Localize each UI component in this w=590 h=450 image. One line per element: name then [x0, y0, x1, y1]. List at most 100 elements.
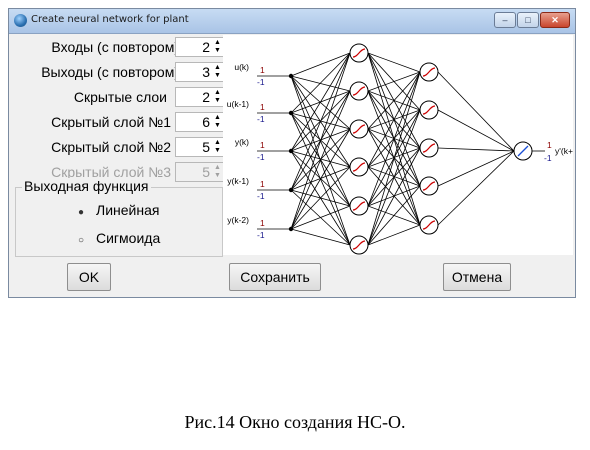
- output-range-upper-label: 1: [547, 140, 552, 150]
- sigmoid-function-icon: [422, 67, 436, 77]
- hidden-layer-2-value[interactable]: 5: [202, 139, 210, 155]
- output-function-group: Выходная функция ● Линейная ○ Сигмоида: [15, 178, 223, 257]
- output-function-title: Выходная функция: [22, 178, 151, 194]
- sigmoid-function-icon: [352, 162, 366, 172]
- spin-arrows-icon[interactable]: ▲ ▼: [214, 114, 221, 129]
- spin-arrows-icon[interactable]: ▲ ▼: [214, 64, 221, 79]
- connection-line: [367, 71, 421, 207]
- outputs-label: Выходы (с повтором): [41, 64, 179, 80]
- spin-arrows-icon[interactable]: ▲ ▼: [214, 89, 221, 104]
- hidden-layer-1-row: Скрытый слой №1: [13, 112, 171, 132]
- radio-linear-label[interactable]: Линейная: [96, 202, 160, 218]
- connection-line: [367, 71, 421, 130]
- radio-linear[interactable]: ● Линейная: [78, 202, 159, 218]
- radio-selected-icon[interactable]: ●: [78, 207, 85, 218]
- figure-caption: Рис.14 Окно создания НС-О.: [184, 412, 406, 432]
- connection-line: [290, 90, 351, 230]
- title-bar[interactable]: Create neural network for plant – □ ✕: [9, 9, 575, 34]
- connection-line: [290, 52, 351, 230]
- connection-line: [367, 71, 421, 246]
- input-label: y(k): [235, 137, 249, 147]
- sigmoid-function-icon: [422, 220, 436, 230]
- range-upper-label: 1: [260, 65, 265, 75]
- input-node: [288, 226, 294, 232]
- window-title: Create neural network for plant: [31, 14, 189, 25]
- hidden-layer-3-row: Скрытый слой №3: [13, 162, 171, 182]
- hidden-layer-3-spinbox: 5 ▲ ▼: [175, 162, 225, 182]
- range-lower-label: -1: [257, 77, 265, 87]
- cancel-button[interactable]: Отмена: [443, 263, 511, 291]
- close-button[interactable]: ✕: [540, 12, 570, 28]
- sigmoid-function-icon: [422, 181, 436, 191]
- outputs-value[interactable]: 3: [202, 64, 210, 80]
- input-label: y(k-1): [227, 176, 249, 186]
- connection-line: [367, 109, 421, 246]
- connection-line: [367, 71, 421, 92]
- input-node: [288, 187, 294, 193]
- connection-line: [290, 205, 351, 230]
- range-upper-label: 1: [260, 218, 265, 228]
- radio-unselected-icon[interactable]: ○: [78, 235, 85, 246]
- hidden-layers-value[interactable]: 2: [202, 89, 210, 105]
- hidden-layers-spinbox[interactable]: 2 ▲ ▼: [175, 87, 225, 107]
- network-diagram: u(k) 1 -1 u(k-1) 1 -1 y(k) 1 -1 y(k-1) 1 -1 y(k-2) 1 -…: [227, 43, 581, 255]
- connection-line: [290, 52, 351, 152]
- save-button[interactable]: Сохранить: [229, 263, 321, 291]
- range-lower-label: -1: [257, 230, 265, 240]
- inputs-value[interactable]: 2: [202, 39, 210, 55]
- connection-line: [367, 185, 421, 246]
- connection-line: [437, 147, 515, 152]
- sigmoid-function-icon: [352, 240, 366, 250]
- network-diagram-panel: u(k) 1 -1 u(k-1) 1 -1 y(k) 1 -1 y(k-1) 1 -1 y(k-2) 1 -…: [223, 35, 581, 255]
- range-upper-label: 1: [260, 179, 265, 189]
- hidden-layer-3-value: 5: [202, 164, 210, 180]
- hidden-layer-2-label: Скрытый слой №2: [51, 139, 171, 155]
- range-lower-label: -1: [257, 114, 265, 124]
- input-node: [288, 110, 294, 116]
- hidden-layer-1-value[interactable]: 6: [202, 114, 210, 130]
- hidden-layer-1-label: Скрытый слой №1: [51, 114, 171, 130]
- connection-line: [290, 128, 351, 230]
- spin-arrows-icon[interactable]: ▲ ▼: [214, 139, 221, 154]
- connection-line: [367, 224, 421, 246]
- maximize-button[interactable]: □: [517, 12, 539, 28]
- range-upper-label: 1: [260, 102, 265, 112]
- radio-sigmoid[interactable]: ○ Сигмоида: [78, 230, 160, 246]
- sigmoid-function-icon: [422, 105, 436, 115]
- range-lower-label: -1: [257, 191, 265, 201]
- connection-line: [290, 166, 351, 230]
- output-label: y'(k+1): [555, 146, 573, 156]
- outputs-row: Выходы (с повтором): [13, 62, 179, 82]
- inputs-spinbox[interactable]: 2 ▲ ▼: [175, 37, 225, 57]
- input-label: u(k-1): [227, 99, 249, 109]
- inputs-row: Входы (с повтором): [13, 37, 179, 57]
- sigmoid-function-icon: [422, 143, 436, 153]
- connection-line: [290, 52, 351, 191]
- radio-sigmoid-label[interactable]: Сигмоида: [96, 230, 161, 246]
- connections-group: [290, 52, 515, 246]
- connection-line: [367, 147, 421, 246]
- input-label: u(k): [234, 62, 249, 72]
- hidden-layers-label: Скрытые слои: [73, 89, 167, 105]
- connection-line: [367, 71, 421, 168]
- hidden-layer-1-spinbox[interactable]: 6 ▲ ▼: [175, 112, 225, 132]
- minimize-button[interactable]: –: [494, 12, 516, 28]
- connection-line: [437, 71, 515, 152]
- range-upper-label: 1: [260, 140, 265, 150]
- range-lower-label: -1: [257, 152, 265, 162]
- spin-arrows-icon: ▲ ▼: [214, 164, 221, 179]
- connection-line: [437, 150, 515, 187]
- ok-button[interactable]: OK: [67, 263, 111, 291]
- output-range-lower-label: -1: [544, 153, 552, 163]
- input-node: [288, 73, 294, 79]
- outputs-spinbox[interactable]: 3 ▲ ▼: [175, 62, 225, 82]
- sigmoid-function-icon: [352, 86, 366, 96]
- connection-line: [290, 52, 351, 77]
- dialog-window: Create neural network for plant – □ ✕ Вх…: [8, 8, 581, 298]
- sigmoid-function-icon: [352, 124, 366, 134]
- spin-arrows-icon[interactable]: ▲ ▼: [214, 39, 221, 54]
- hidden-layer-2-spinbox[interactable]: 5 ▲ ▼: [175, 137, 225, 157]
- hidden-layers-row: Скрытые слои: [13, 87, 167, 107]
- connection-line: [437, 150, 515, 226]
- sigmoid-function-icon: [352, 201, 366, 211]
